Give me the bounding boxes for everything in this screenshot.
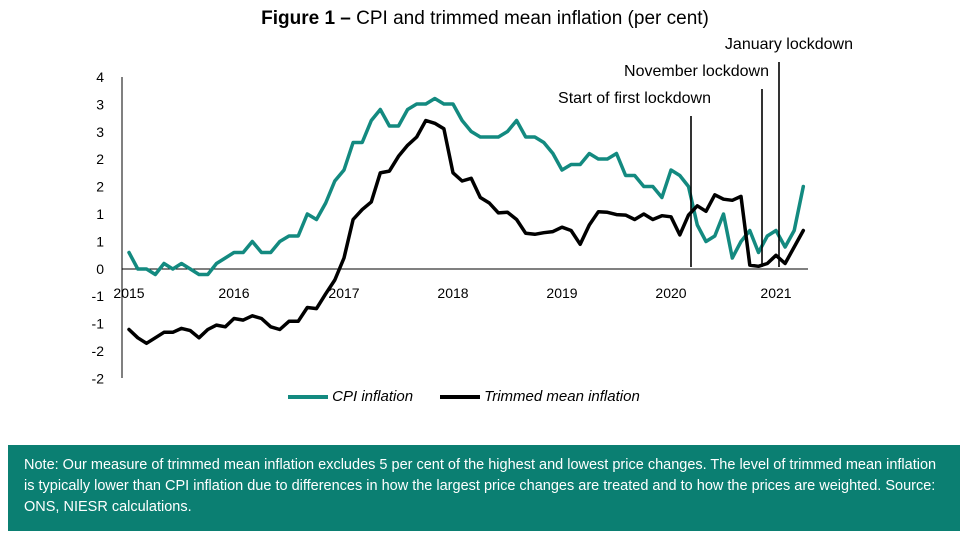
legend-swatch-trimmed <box>440 395 480 400</box>
chart-title-prefix: Figure 1 – <box>261 8 351 29</box>
y-tick-label: -2 <box>92 343 105 359</box>
legend-item-trimmed: Trimmed mean inflation <box>440 388 640 405</box>
y-tick-label: 3 <box>96 124 104 140</box>
y-tick-label: 2 <box>96 179 104 195</box>
y-tick-label: 3 <box>96 96 104 112</box>
x-tick-label: 2015 <box>113 285 144 301</box>
legend-label-trimmed: Trimmed mean inflation <box>484 388 640 405</box>
y-tick-label: 4 <box>96 69 104 85</box>
chart-annotations: Start of first lockdown November lockdown… <box>558 36 853 267</box>
chart-marks <box>127 96 806 346</box>
x-tick-label: 2016 <box>218 285 249 301</box>
y-tick-label: -1 <box>92 316 105 332</box>
legend-swatch-cpi <box>288 395 328 400</box>
chart-title-main: CPI and trimmed mean inflation (per cent… <box>356 8 709 29</box>
y-tick-label: 1 <box>96 233 104 249</box>
x-tick-label: 2019 <box>546 285 577 301</box>
x-tick-label: 2020 <box>655 285 686 301</box>
note-text: Note: Our measure of trimmed mean inflat… <box>24 457 937 515</box>
annotation-label: November lockdown <box>624 63 769 80</box>
legend-label-cpi: CPI inflation <box>332 388 414 405</box>
note-box: Note: Our measure of trimmed mean inflat… <box>8 445 960 531</box>
annotation-label: Start of first lockdown <box>558 90 711 107</box>
series-line-trimmed <box>127 118 806 346</box>
x-tick-label: 2021 <box>760 285 791 301</box>
chart-title: Figure 1 – CPI and trimmed mean inflatio… <box>0 8 970 30</box>
series-line-cpi <box>127 96 806 277</box>
y-tick-label: -1 <box>92 288 105 304</box>
x-tick-label: 2018 <box>437 285 468 301</box>
annotation-label: January lockdown <box>725 36 853 53</box>
x-tick-label: 2017 <box>328 285 359 301</box>
y-tick-label: 0 <box>96 261 104 277</box>
legend-item-cpi: CPI inflation <box>288 388 413 405</box>
y-tick-label: 1 <box>96 206 104 222</box>
y-tick-label: -2 <box>92 370 105 386</box>
line-chart: 4 3 3 2 2 1 1 0 -1 -1 -2 -2 2015 2016 2017 2018 2019 2020… <box>92 36 853 386</box>
chart-axes: 4 3 3 2 2 1 1 0 -1 -1 -2 -2 2015 2016 2017 2018 2019 2020… <box>92 69 808 386</box>
y-tick-label: 2 <box>96 151 104 167</box>
